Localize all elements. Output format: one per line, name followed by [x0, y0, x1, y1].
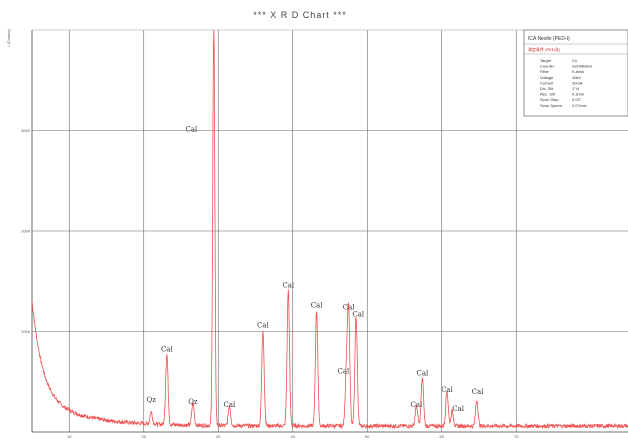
info-row-value: Cu	[572, 58, 577, 63]
y-tick-label: 2000	[21, 229, 31, 234]
info-row-key: Current	[540, 80, 554, 85]
info-row-key: Filter	[540, 69, 550, 74]
info-row-value: 30mA	[572, 80, 583, 85]
y-tick-label: 3000	[21, 128, 31, 133]
peak-label: Cal	[257, 321, 270, 329]
diffraction-pattern-line	[31, 29, 628, 430]
info-box-title: ICA Nestle (PED-I)	[528, 36, 570, 42]
info-row-key: Scan Step	[540, 97, 559, 102]
peak-label: Cal	[441, 386, 454, 394]
tick-labels: 10 20 30 40 50 60 70 1000 2000 3000	[21, 128, 519, 439]
grid-lines	[31, 29, 628, 433]
peak-label: Cal	[186, 126, 199, 134]
peak-label: Cal	[411, 401, 424, 409]
info-box-subtitle: 測定条件 (PED法)	[528, 46, 561, 52]
peak-label: Cal	[416, 370, 429, 378]
info-row-key: Voltage	[540, 75, 554, 80]
peak-label: Cal	[352, 310, 365, 318]
x-tick-label: 70	[514, 434, 519, 439]
info-row-key: Scan Speed	[540, 103, 562, 108]
x-tick-label: 40	[291, 434, 296, 439]
info-box-rows: Target Cu Counter Scintillation Filter K-beta…	[540, 58, 592, 108]
y-tick-label: 1000	[21, 329, 31, 334]
peak-label: Cal	[338, 368, 351, 376]
info-row-value: K-beta	[572, 69, 585, 74]
peak-label: Cal	[224, 401, 237, 409]
peak-label: Cal	[472, 388, 485, 396]
info-row-value: 0.02°	[572, 97, 582, 102]
x-tick-label: 60	[440, 434, 445, 439]
x-tick-label: 50	[365, 434, 370, 439]
y-axis-label: I (Counts)	[6, 29, 11, 47]
info-row-value: 40kV	[572, 75, 581, 80]
info-row-key: Rec. Slit	[540, 92, 556, 97]
info-row-key: Counter	[540, 64, 555, 69]
x-tick-label: 20	[142, 434, 147, 439]
peak-labels: QzCalQzCalCalCalCalCalCalCalCalCalCalCal…	[146, 126, 484, 413]
info-row-value: 0.3mm	[572, 92, 585, 97]
x-tick-label: 10	[67, 434, 72, 439]
instrument-info-box: ICA Nestle (PED-I) 測定条件 (PED法) Target Cu C…	[523, 29, 628, 117]
peak-label: Cal	[452, 405, 465, 413]
info-row-value: 2.0°/min	[572, 103, 587, 108]
peak-label: Qz	[146, 396, 156, 404]
peak-label: Cal	[311, 301, 324, 309]
info-row-key: Target	[540, 58, 552, 63]
info-row-key: Div. Slit	[540, 86, 554, 91]
peak-label: Cal	[343, 303, 356, 311]
info-box-frame	[523, 29, 628, 117]
x-tick-label: 30	[216, 434, 221, 439]
peak-label: Qz	[188, 398, 198, 406]
info-row-value: 1°/4	[572, 86, 580, 91]
peak-label: Cal	[282, 281, 295, 289]
info-row-value: Scintillation	[572, 64, 592, 69]
chart-title: *** X R D Chart ***	[253, 10, 347, 20]
peak-label: Cal	[161, 346, 174, 354]
